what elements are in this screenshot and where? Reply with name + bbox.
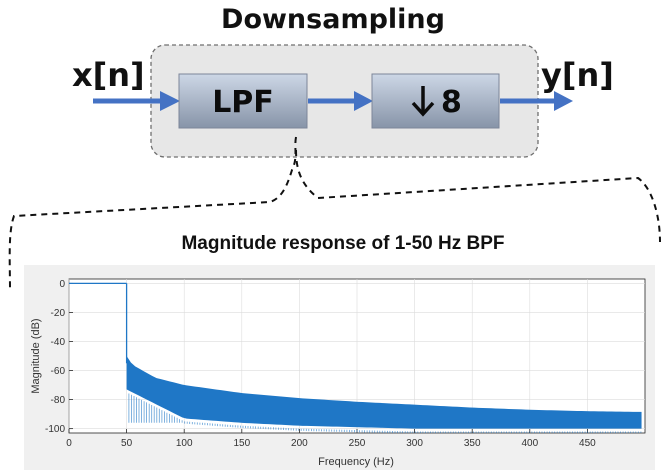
x-tick-label: 400 <box>521 438 538 449</box>
response-series <box>69 282 642 433</box>
x-tick-label: 50 <box>121 438 133 449</box>
downsample-block: 8 <box>371 73 500 129</box>
stopband-notches <box>128 393 642 433</box>
y-tick-label: -40 <box>51 337 66 348</box>
x-tick-label: 0 <box>66 438 72 449</box>
chart-title: Magnitude response of 1-50 Hz BPF <box>181 233 504 254</box>
x-tick-label: 200 <box>291 438 308 449</box>
input-arrow <box>93 91 180 111</box>
x-tick-label: 150 <box>233 438 250 449</box>
y-tick-label: -20 <box>51 308 66 319</box>
x-tick-label: 250 <box>349 438 366 449</box>
stopband-ripple-band <box>126 356 642 429</box>
x-tick-label: 450 <box>579 438 596 449</box>
zoom-callout-right <box>295 149 661 243</box>
zoom-callout-left <box>8 136 297 291</box>
down-arrow-icon <box>411 86 435 117</box>
y-tick-label: -80 <box>51 395 66 406</box>
grid <box>68 279 645 433</box>
input-signal-label: x[n] <box>72 56 145 94</box>
x-axis-label: Frequency (Hz) <box>318 456 394 468</box>
x-tick-label: 350 <box>464 438 481 449</box>
x-tick-label: 300 <box>406 438 423 449</box>
y-tick-label: -100 <box>45 424 65 435</box>
x-tick-label: 100 <box>176 438 193 449</box>
axis-ticks: 0 50 100 150 200 250 300 350 400 450 0 -20 -40 -60 -80… <box>45 279 596 449</box>
output-arrow <box>500 91 573 111</box>
lpf-block: LPF <box>178 73 308 129</box>
downsample-factor-label: 8 <box>441 85 462 120</box>
y-tick-label: -60 <box>51 366 66 377</box>
y-tick-label: 0 <box>59 279 65 290</box>
lpf-block-label: LPF <box>212 85 274 120</box>
y-axis-label: Magnitude (dB) <box>30 318 42 393</box>
diagram-title: Downsampling <box>221 4 445 35</box>
connector-arrow <box>308 91 373 111</box>
output-signal-label: y[n] <box>541 56 614 94</box>
